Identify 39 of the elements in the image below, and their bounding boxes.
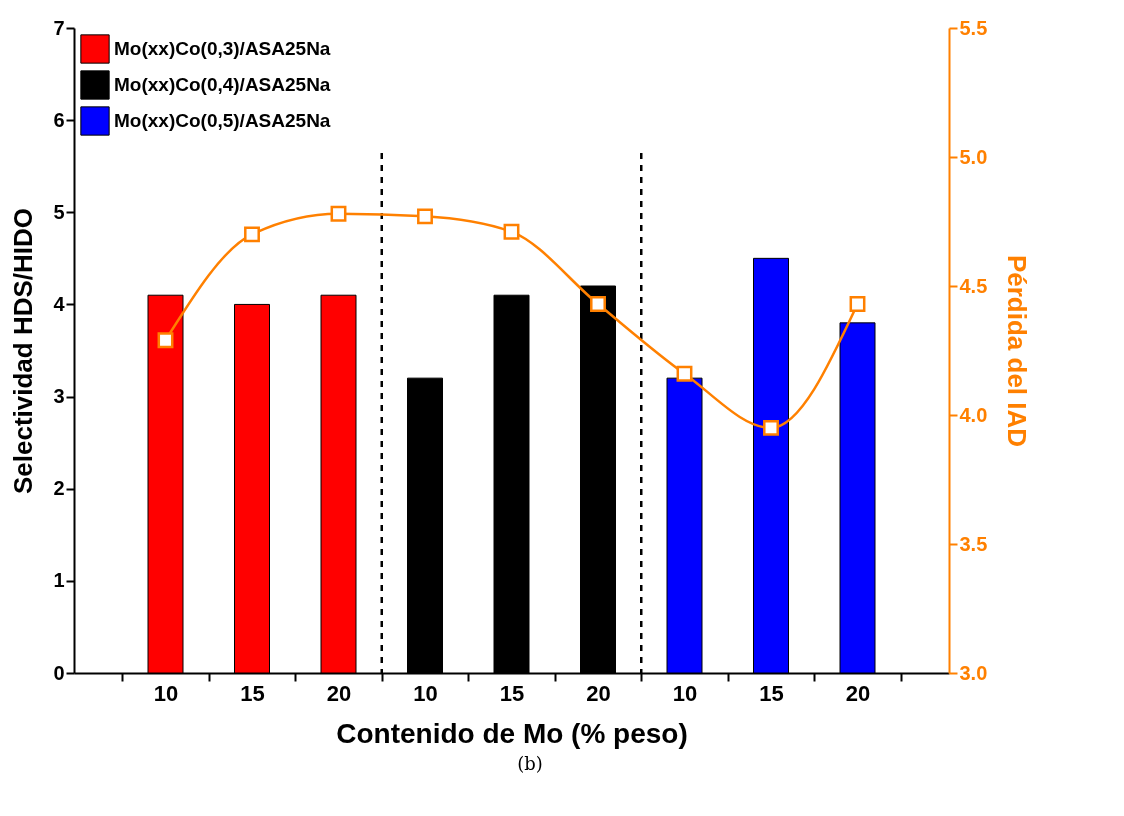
point bbox=[330, 205, 347, 222]
x-tick-label: 20 bbox=[586, 680, 611, 706]
y-tick-label: 0 bbox=[53, 661, 65, 684]
x-tick-label: 10 bbox=[153, 680, 179, 706]
y-tick-label: 7 bbox=[53, 16, 65, 39]
x-tick-label: 10 bbox=[672, 680, 698, 706]
y-tick-label: 2 bbox=[53, 477, 65, 500]
point bbox=[763, 419, 779, 436]
point bbox=[849, 296, 866, 313]
y2-tick-label: 4.0 bbox=[959, 403, 988, 426]
point bbox=[157, 332, 174, 349]
x-tick-label: 20 bbox=[326, 680, 352, 706]
point bbox=[590, 296, 606, 313]
y-tick-label: 6 bbox=[53, 108, 65, 131]
point bbox=[244, 226, 260, 243]
y-tick-label: 4 bbox=[53, 292, 66, 315]
x-tick-label: 10 bbox=[413, 680, 438, 706]
x-tick-label: 20 bbox=[845, 680, 871, 706]
y2-tick-label: 3.0 bbox=[959, 661, 988, 684]
y2-axis-title: Pérdida del IAD bbox=[1002, 254, 1033, 448]
legend-label: Mo(xx)Co(0,5)/ASA25Na bbox=[114, 110, 331, 131]
text: (b) bbox=[516, 753, 544, 774]
point bbox=[417, 208, 433, 225]
y-tick-label: 5 bbox=[53, 200, 65, 223]
y-tick-label: 3 bbox=[53, 385, 65, 408]
y2-tick-label: 5.0 bbox=[959, 145, 988, 168]
point bbox=[503, 223, 520, 240]
point bbox=[676, 365, 693, 382]
y-tick-label: 1 bbox=[53, 569, 65, 592]
legend-label: Mo(xx)Co(0,3)/ASA25Na bbox=[114, 38, 331, 59]
y-axis-title: Selectividad HDS/HIDO bbox=[8, 207, 39, 495]
y2-tick-label: 4.5 bbox=[959, 274, 988, 297]
y2-tick-label: 5.5 bbox=[959, 16, 988, 39]
x-tick-label: 15 bbox=[240, 680, 265, 706]
x-tick-label: 15 bbox=[759, 680, 784, 706]
legend-label: Mo(xx)Co(0,4)/ASA25Na bbox=[114, 74, 331, 95]
x-axis-title: Contenido de Mo (% peso) bbox=[336, 717, 688, 749]
x-tick-label: 15 bbox=[499, 680, 525, 706]
y2-tick-label: 3.5 bbox=[959, 532, 988, 555]
